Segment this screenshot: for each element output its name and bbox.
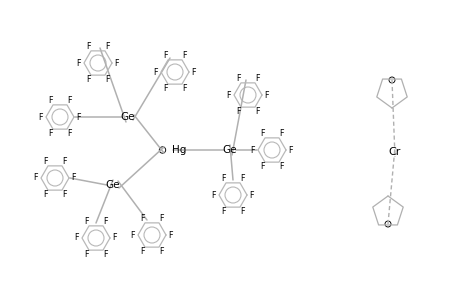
Text: F: F bbox=[48, 129, 53, 138]
Text: F: F bbox=[288, 146, 293, 154]
Text: F: F bbox=[226, 91, 231, 100]
Text: F: F bbox=[140, 247, 145, 256]
Text: F: F bbox=[168, 230, 173, 239]
Text: F: F bbox=[279, 129, 283, 138]
Text: F: F bbox=[255, 107, 259, 116]
Text: F: F bbox=[43, 190, 48, 199]
Text: F: F bbox=[211, 190, 216, 200]
Text: F: F bbox=[159, 247, 163, 256]
Text: F: F bbox=[153, 68, 158, 76]
Text: F: F bbox=[260, 129, 264, 138]
Text: F: F bbox=[221, 207, 225, 216]
Text: F: F bbox=[236, 107, 240, 116]
Text: F: F bbox=[103, 217, 107, 226]
Text: F: F bbox=[260, 162, 264, 171]
Text: F: F bbox=[182, 51, 186, 60]
Text: F: F bbox=[114, 58, 119, 68]
Text: F: F bbox=[130, 230, 135, 239]
Text: Hg: Hg bbox=[172, 145, 186, 155]
Text: Cr: Cr bbox=[388, 147, 400, 157]
Text: F: F bbox=[34, 173, 38, 182]
Text: Ge: Ge bbox=[120, 112, 135, 122]
Text: F: F bbox=[77, 112, 81, 122]
Text: F: F bbox=[279, 162, 283, 171]
Text: F: F bbox=[236, 74, 240, 83]
Text: F: F bbox=[240, 207, 244, 216]
Text: F: F bbox=[62, 157, 67, 166]
Text: F: F bbox=[77, 58, 81, 68]
Text: F: F bbox=[67, 96, 72, 105]
Text: F: F bbox=[103, 250, 107, 259]
Text: F: F bbox=[86, 42, 90, 51]
Text: F: F bbox=[39, 112, 43, 122]
Text: F: F bbox=[182, 84, 186, 93]
Text: F: F bbox=[72, 173, 76, 182]
Text: F: F bbox=[112, 233, 117, 242]
Text: F: F bbox=[67, 129, 72, 138]
Text: F: F bbox=[105, 75, 110, 84]
Text: Ge: Ge bbox=[106, 180, 120, 190]
Text: F: F bbox=[62, 190, 67, 199]
Text: F: F bbox=[264, 91, 269, 100]
Text: F: F bbox=[163, 84, 168, 93]
Text: F: F bbox=[84, 250, 89, 259]
Text: F: F bbox=[163, 51, 168, 60]
Text: F: F bbox=[43, 157, 48, 166]
Text: F: F bbox=[191, 68, 196, 76]
Text: F: F bbox=[221, 174, 225, 183]
Text: F: F bbox=[86, 75, 90, 84]
Text: F: F bbox=[249, 190, 254, 200]
Text: F: F bbox=[140, 214, 145, 223]
Text: Ge: Ge bbox=[222, 145, 237, 155]
Text: F: F bbox=[84, 217, 89, 226]
Text: F: F bbox=[74, 233, 79, 242]
Text: F: F bbox=[240, 174, 244, 183]
Text: F: F bbox=[255, 74, 259, 83]
Text: F: F bbox=[48, 96, 53, 105]
Text: F: F bbox=[105, 42, 110, 51]
Text: F: F bbox=[250, 146, 255, 154]
Text: F: F bbox=[159, 214, 163, 223]
